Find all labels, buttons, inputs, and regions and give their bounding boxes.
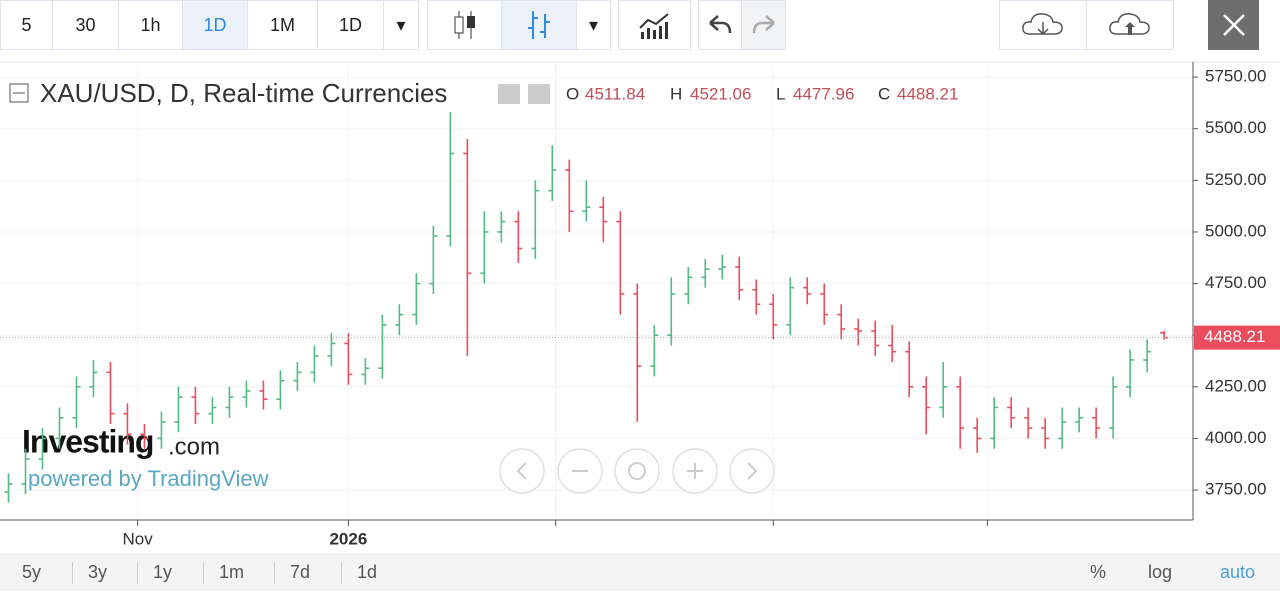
price-label: 4488.21 [1204, 327, 1265, 346]
legend-o: O [566, 84, 579, 103]
scroll-left[interactable] [499, 448, 545, 494]
y-tick-label: 5500.00 [1205, 118, 1266, 137]
range-button[interactable]: 1m [219, 562, 245, 582]
candles-button[interactable] [427, 0, 502, 50]
scroll-right[interactable] [729, 448, 775, 494]
range-button[interactable]: 3y [88, 562, 108, 582]
grid [0, 62, 1193, 520]
download-button[interactable] [999, 0, 1087, 50]
symbol-title: XAU/USD, D, Real-time Currencies [40, 78, 447, 108]
interval-button[interactable]: 30 [52, 0, 119, 50]
indicators-button[interactable] [618, 0, 691, 50]
legend-h-value: 4521.06 [690, 84, 751, 103]
watermark-domain: .com [168, 433, 220, 460]
legend-l-value: 4477.96 [793, 84, 854, 103]
range-button[interactable]: 1d [357, 562, 378, 582]
legend-h: H [670, 84, 682, 103]
price-label-bg [1194, 325, 1280, 350]
collapse-icon[interactable] [9, 83, 29, 103]
close-button[interactable] [1208, 0, 1259, 50]
separator [203, 562, 204, 584]
chart: XAU/USD, D, Real-time Currencies O 4511.… [0, 61, 1280, 548]
y-tick-label: 4250.00 [1205, 376, 1266, 395]
interval-button[interactable]: 5 [0, 0, 53, 50]
bars-button[interactable] [501, 0, 577, 50]
redo-button[interactable] [741, 0, 786, 50]
upload-button[interactable] [1086, 0, 1174, 50]
watermark-brand: Investing [22, 423, 153, 459]
scale-option[interactable]: % [1090, 562, 1107, 582]
y-tick-label: 5000.00 [1205, 221, 1266, 240]
interval-button[interactable]: 1h [118, 0, 183, 50]
separator [341, 562, 342, 584]
scale-option[interactable]: log [1148, 562, 1173, 582]
range-button[interactable]: 7d [290, 562, 311, 582]
range-button[interactable]: 1y [153, 562, 173, 582]
settings-icon[interactable] [528, 84, 550, 104]
bottom-bar: 5y 3y 1y 1m 7d 1d% log auto [0, 553, 1280, 591]
interval-button[interactable]: 1D [317, 0, 384, 50]
legend-c: C [878, 84, 890, 103]
x-tick-label: Nov [123, 529, 154, 548]
range-button[interactable]: 5y [22, 562, 42, 582]
y-tick-label: 5750.00 [1205, 67, 1266, 86]
y-tick-label: 4750.00 [1205, 273, 1266, 292]
separator [274, 562, 275, 584]
y-tick-label: 5250.00 [1205, 170, 1266, 189]
legend-c-value: 4488.21 [897, 84, 958, 103]
undo-button[interactable] [698, 0, 742, 50]
y-tick-label: 4000.00 [1205, 428, 1266, 447]
eye-icon[interactable] [498, 84, 520, 104]
x-tick-label: 2026 [329, 529, 367, 548]
legend-o-value: 4511.84 [585, 84, 645, 103]
dropdown[interactable]: ▾ [576, 0, 611, 50]
legend-l: L [776, 84, 785, 103]
y-tick-label: 3750.00 [1205, 480, 1266, 499]
watermark-powered: powered by TradingView [28, 466, 269, 491]
separator [72, 562, 73, 584]
reset[interactable] [614, 448, 660, 494]
scale-option[interactable]: auto [1220, 562, 1256, 582]
dropdown[interactable]: ▾ [383, 0, 419, 50]
separator [137, 562, 138, 584]
